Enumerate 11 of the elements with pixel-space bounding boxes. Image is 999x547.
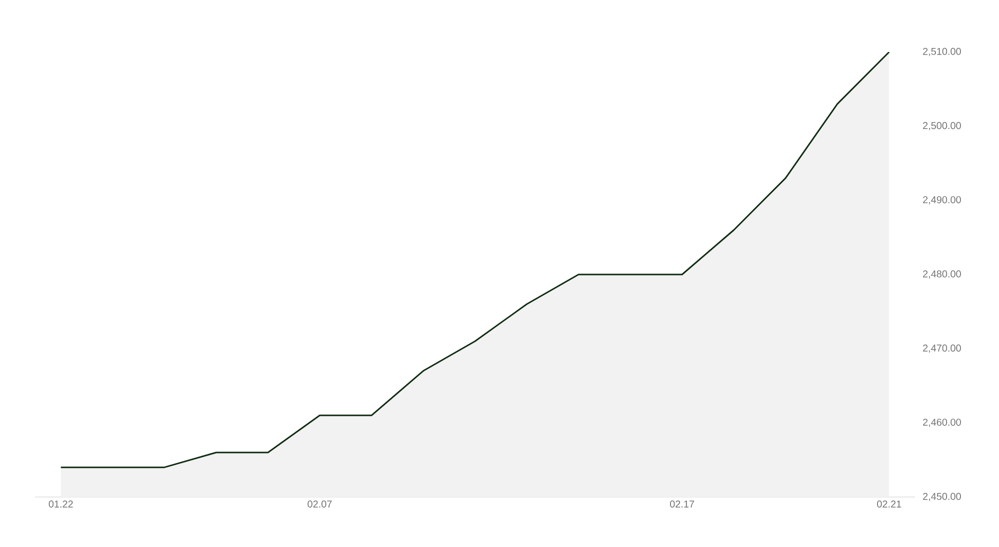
y-tick-label: 2,480.00	[923, 270, 961, 279]
x-tick-label: 02.07	[308, 500, 332, 508]
x-tick-label: 01.22	[48, 500, 73, 508]
x-tick-label: 02.17	[670, 500, 694, 508]
y-tick-label: 2,470.00	[923, 344, 961, 353]
y-tick-label: 2,500.00	[923, 122, 961, 130]
y-tick-label: 2,450.00	[923, 492, 961, 502]
y-tick-label: 2,490.00	[923, 196, 961, 204]
y-tick-label: 2,510.00	[923, 48, 961, 56]
x-tick-label: 02.21	[877, 500, 902, 508]
y-tick-label: 2,460.00	[923, 418, 961, 427]
